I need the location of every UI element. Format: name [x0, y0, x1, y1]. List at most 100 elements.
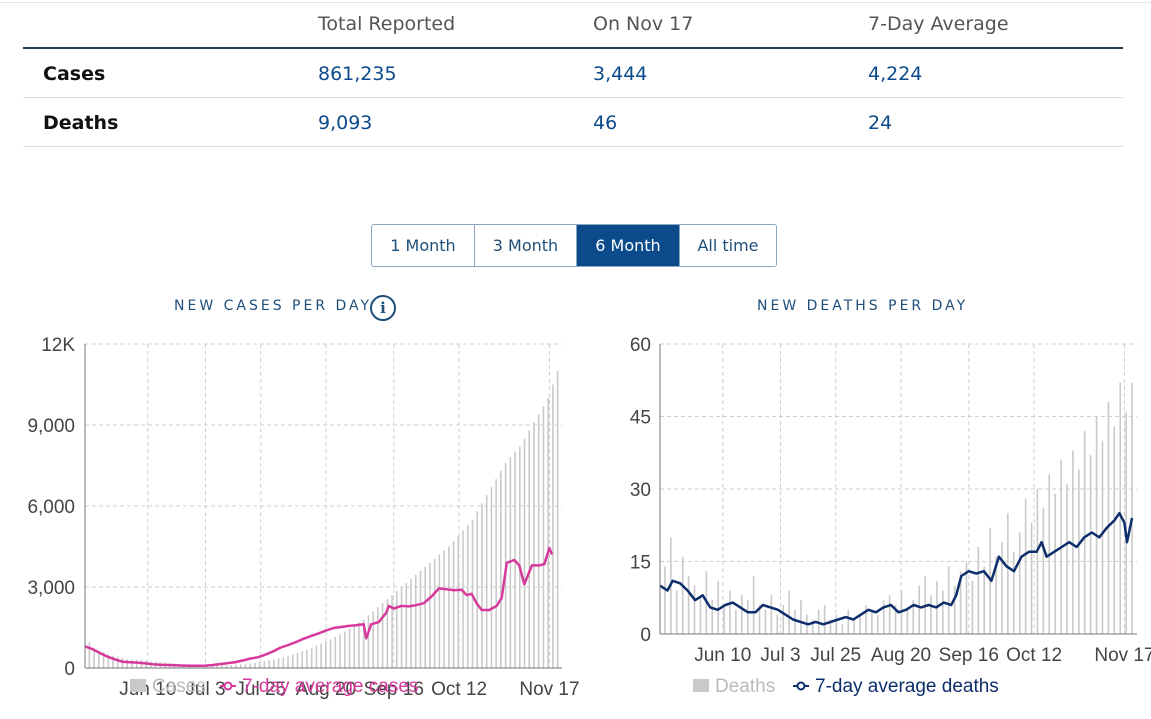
- deaths-y-tick-label: 15: [630, 553, 651, 574]
- cases-y-tick-label: 12K: [41, 335, 75, 356]
- range-3-month-button[interactable]: 3 Month: [475, 225, 577, 266]
- cases-bar: [273, 659, 275, 668]
- deaths-bar: [977, 547, 980, 634]
- cases-total: 861,235: [318, 63, 397, 85]
- deaths-bar: [1018, 532, 1021, 634]
- cases-bar: [396, 591, 398, 668]
- cases-bar: [552, 384, 554, 668]
- range-all-time-button[interactable]: All time: [680, 225, 776, 266]
- deaths-y-tick-label: 30: [630, 480, 651, 501]
- cases-bar: [353, 625, 356, 668]
- cases-legend-bar-swatch: [130, 679, 146, 692]
- deaths-bar: [788, 590, 790, 634]
- deaths-bar: [859, 614, 861, 634]
- deaths-bar: [758, 605, 761, 634]
- deaths-bar: [971, 580, 974, 634]
- deaths-bar: [871, 609, 873, 634]
- deaths-bar: [1089, 455, 1092, 634]
- cases-bar: [400, 587, 403, 668]
- cases-bar: [325, 641, 327, 668]
- cases-bar: [235, 664, 237, 668]
- deaths-bar: [1024, 498, 1027, 634]
- deaths-bar: [995, 556, 997, 634]
- deaths-bar: [1125, 411, 1127, 634]
- cases-bar: [533, 422, 535, 668]
- cases-bar: [462, 530, 464, 668]
- cases-bar: [438, 554, 441, 668]
- cases-y-tick-label: 6,000: [27, 497, 75, 518]
- cases-bar: [230, 665, 233, 668]
- cases-bar: [452, 541, 455, 668]
- cases-bar: [372, 611, 374, 668]
- cases-bar: [329, 639, 332, 668]
- deaths-bar: [930, 595, 932, 634]
- deaths-bar: [829, 619, 832, 634]
- cases-bar: [254, 662, 256, 668]
- deaths-bar: [1119, 382, 1122, 634]
- cases-bar: [93, 649, 95, 668]
- cases-bar: [221, 665, 223, 668]
- cases-bar: [239, 664, 242, 668]
- cases-bar: [410, 578, 412, 668]
- deaths-bar: [959, 571, 962, 634]
- deaths-bar: [723, 605, 725, 634]
- range-1-month-button[interactable]: 1 Month: [372, 225, 475, 266]
- cases-on-day: 3,444: [593, 63, 648, 85]
- info-icon[interactable]: i: [370, 295, 396, 321]
- cases-y-tick-label: 0: [64, 659, 75, 680]
- deaths-legend-bar-swatch: [693, 679, 709, 692]
- cases-bar: [310, 648, 313, 668]
- stats-header-row: Total Reported On Nov 17 7-Day Average: [23, 0, 1123, 49]
- deaths-bar: [823, 605, 826, 634]
- cases-bar: [320, 643, 322, 668]
- cases-bar: [301, 651, 304, 668]
- time-range-selector: 1 Month 3 Month 6 Month All time: [371, 224, 777, 267]
- header-seven-day-average: 7-Day Average: [868, 13, 1009, 35]
- deaths-bar: [1113, 426, 1116, 634]
- deaths-bar: [752, 576, 755, 634]
- deaths-bar: [1095, 416, 1098, 634]
- deaths-bar: [947, 566, 950, 634]
- cases-bar: [528, 430, 531, 668]
- deaths-bar: [1066, 484, 1068, 634]
- cases-x-tick-label: Jul 3: [185, 679, 225, 700]
- cases-bar: [306, 649, 308, 668]
- deaths-bar: [1101, 440, 1104, 634]
- cases-legend-line-marker: [223, 681, 233, 691]
- cases-bar: [433, 558, 436, 668]
- deaths-bar: [1030, 522, 1033, 634]
- cases-bar: [414, 574, 417, 668]
- cases-bar: [88, 642, 91, 668]
- cases-bar: [282, 657, 285, 668]
- deaths-x-tick-label: Jul 25: [810, 645, 861, 666]
- cases-bar: [448, 546, 450, 668]
- deaths-x-tick-label: Oct 12: [1006, 645, 1062, 666]
- deaths-bar: [800, 600, 802, 634]
- cases-bar: [424, 566, 426, 668]
- cases-bar: [523, 438, 526, 668]
- cases-bar: [556, 371, 559, 668]
- cases-bar: [542, 406, 545, 668]
- cases-bar: [126, 659, 129, 668]
- cases-bar: [500, 470, 502, 668]
- deaths-bar: [776, 614, 779, 634]
- cases-bar: [405, 582, 408, 668]
- cases-bar: [481, 503, 483, 668]
- stats-row-cases: Cases 861,235 3,444 4,224: [23, 49, 1123, 98]
- deaths-x-tick-label: Jul 3: [760, 645, 800, 666]
- cases-seven-day-avg: 4,224: [868, 63, 923, 85]
- cases-bar: [225, 665, 228, 668]
- cases-bar: [339, 634, 341, 668]
- deaths-bar: [770, 595, 773, 634]
- cases-x-tick-label: Sep 16: [364, 679, 424, 700]
- deaths-bar: [1012, 551, 1015, 634]
- deaths-legend-line-label: 7-day average deaths: [815, 676, 999, 697]
- deaths-bar: [729, 590, 731, 634]
- top-divider: [0, 2, 1151, 3]
- cases-bar: [466, 524, 469, 668]
- cases-avg-line: [84, 546, 554, 668]
- deaths-legend-bar-label: Deaths: [715, 676, 775, 697]
- cases-bar: [490, 487, 493, 668]
- range-6-month-button[interactable]: 6 Month: [577, 225, 680, 266]
- cases-chart-title: NEW CASES PER DAY: [174, 298, 373, 314]
